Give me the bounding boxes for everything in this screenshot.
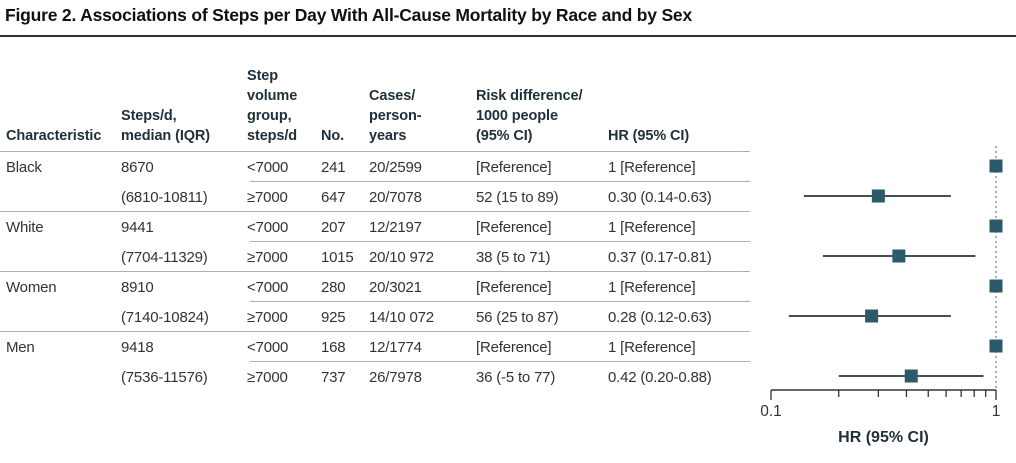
cell-no: 241 [321, 158, 346, 176]
cell-risk-diff: 56 (25 to 87) [476, 308, 559, 326]
subrow-separator [250, 181, 750, 182]
header-no: No. [321, 128, 345, 144]
x-axis-label: HR (95% CI) [838, 429, 929, 446]
cell-hr: 1 [Reference] [608, 278, 696, 296]
cell-hr: 1 [Reference] [608, 218, 696, 236]
cell-group: ≥7000 [247, 188, 288, 206]
cell-risk-diff: [Reference] [476, 278, 552, 296]
cell-hr: 0.37 (0.17-0.81) [608, 248, 712, 266]
table-row: Women 8910 <7000 280 20/3021 [Reference]… [0, 272, 750, 302]
cell-group: <7000 [247, 338, 289, 356]
hr-marker [892, 249, 906, 263]
figure-title: Figure 2. Associations of Steps per Day … [5, 5, 692, 25]
hr-marker [871, 189, 885, 203]
cell-steps-median: (7704-11329) [121, 248, 208, 266]
cell-steps-median: 8670 [121, 158, 154, 176]
header-characteristic: Characteristic [6, 128, 102, 144]
hr-marker [989, 159, 1003, 173]
cell-steps-median: 8910 [121, 278, 154, 296]
table-row: White 9441 <7000 207 12/2197 [Reference]… [0, 212, 750, 242]
hr-marker [865, 309, 879, 323]
cell-hr: 0.30 (0.14-0.63) [608, 188, 712, 206]
header-separator [0, 151, 750, 152]
cell-steps-median: (6810-10811) [121, 188, 208, 206]
cell-cases: 20/7078 [369, 188, 422, 206]
cell-group: <7000 [247, 218, 289, 236]
header-risk-difference: Risk difference/ 1000 people (95% CI) [476, 88, 583, 144]
hr-marker [989, 279, 1003, 293]
cell-steps-median: 9418 [121, 338, 154, 356]
cell-characteristic: Men [6, 338, 35, 356]
cell-cases: 20/3021 [369, 278, 422, 296]
cell-group: ≥7000 [247, 368, 288, 386]
hr-marker [989, 339, 1003, 353]
group-separator [0, 271, 750, 272]
cell-risk-diff: 38 (5 to 71) [476, 248, 551, 266]
x-tick-label: 0.1 [760, 403, 782, 420]
x-tick-label: 1 [992, 403, 1001, 420]
header-step-volume-group: Step volume group, steps/d [247, 68, 298, 144]
cell-group: ≥7000 [247, 248, 288, 266]
cell-risk-diff: [Reference] [476, 158, 552, 176]
cell-cases: 20/10 972 [369, 248, 434, 266]
subrow-separator [250, 241, 750, 242]
cell-cases: 14/10 072 [369, 308, 434, 326]
cell-no: 168 [321, 338, 346, 356]
cell-cases: 12/1774 [369, 338, 422, 356]
header-steps-median: Steps/d, median (IQR) [121, 108, 211, 144]
cell-no: 1015 [321, 248, 354, 266]
cell-group: <7000 [247, 158, 289, 176]
table-row: (7140-10824) ≥7000 925 14/10 072 56 (25 … [0, 302, 750, 332]
cell-cases: 26/7978 [369, 368, 422, 386]
cell-no: 647 [321, 188, 346, 206]
cell-risk-diff: [Reference] [476, 218, 552, 236]
cell-cases: 20/2599 [369, 158, 422, 176]
hr-marker [989, 219, 1003, 233]
hr-marker [904, 369, 918, 383]
title-rule [0, 35, 1016, 37]
cell-group: <7000 [247, 278, 289, 296]
results-table: Black 8670 <7000 241 20/2599 [Reference]… [0, 152, 750, 392]
header-hr: HR (95% CI) [608, 128, 690, 144]
group-separator [0, 211, 750, 212]
table-row: (7704-11329) ≥7000 1015 20/10 972 38 (5 … [0, 242, 750, 272]
cell-characteristic: Black [6, 158, 42, 176]
table-header-row: Characteristic Steps/d, median (IQR) Ste… [0, 54, 750, 151]
table-row: (6810-10811) ≥7000 647 20/7078 52 (15 to… [0, 182, 750, 212]
cell-group: ≥7000 [247, 308, 288, 326]
cell-risk-diff: 36 (-5 to 77) [476, 368, 556, 386]
header-cases-person-years: Cases/ person- years [369, 88, 422, 144]
table-row: Men 9418 <7000 168 12/1774 [Reference] 1… [0, 332, 750, 362]
cell-risk-diff: [Reference] [476, 338, 552, 356]
cell-steps-median: 9441 [121, 218, 154, 236]
cell-hr: 0.28 (0.12-0.63) [608, 308, 712, 326]
cell-no: 280 [321, 278, 346, 296]
cell-steps-median: (7536-11576) [121, 368, 208, 386]
cell-hr: 1 [Reference] [608, 338, 696, 356]
subrow-separator [250, 301, 750, 302]
cell-hr: 0.42 (0.20-0.88) [608, 368, 712, 386]
cell-no: 925 [321, 308, 346, 326]
cell-no: 737 [321, 368, 346, 386]
cell-no: 207 [321, 218, 346, 236]
group-separator [0, 331, 750, 332]
subrow-separator [250, 361, 750, 362]
table-row: Black 8670 <7000 241 20/2599 [Reference]… [0, 152, 750, 182]
cell-steps-median: (7140-10824) [121, 308, 209, 326]
cell-risk-diff: 52 (15 to 89) [476, 188, 559, 206]
table-row: (7536-11576) ≥7000 737 26/7978 36 (-5 to… [0, 362, 750, 392]
cell-hr: 1 [Reference] [608, 158, 696, 176]
forest-plot: 0.1 1 HR (95% CI) [760, 146, 1003, 446]
cell-characteristic: Women [6, 278, 57, 296]
cell-cases: 12/2197 [369, 218, 422, 236]
cell-characteristic: White [6, 218, 44, 236]
